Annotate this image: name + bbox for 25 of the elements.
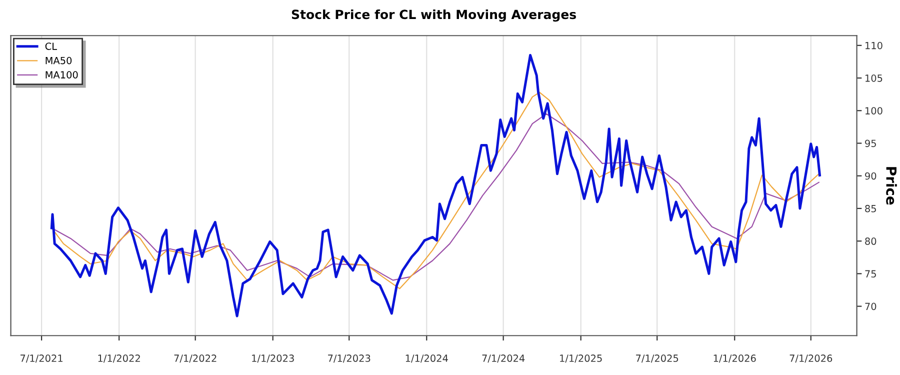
- y-tick-label: 90: [865, 172, 876, 180]
- x-tick-label: 7/1/2022: [174, 354, 216, 363]
- x-tick-label: 7/1/2026: [790, 354, 832, 363]
- chart-title: Stock Price for CL with Moving Averages: [292, 9, 576, 22]
- x-tick-label: 1/1/2024: [406, 354, 448, 363]
- y-tick-label: 85: [865, 204, 876, 212]
- y-tick-label: 100: [866, 107, 882, 114]
- y-axis-title: Price: [886, 167, 897, 205]
- x-tick-label: 1/1/2025: [560, 354, 602, 363]
- legend-label: MA50: [46, 56, 72, 64]
- x-tick-label: 7/1/2025: [636, 354, 678, 363]
- x-tick-label: 1/1/2022: [98, 354, 140, 363]
- y-tick-label: 105: [866, 74, 882, 82]
- legend-label: CL: [45, 42, 57, 50]
- x-tick-label: 7/1/2023: [328, 354, 370, 363]
- y-tick-label: 95: [865, 140, 876, 148]
- x-tick-label: 1/1/2026: [714, 354, 756, 363]
- x-tick-label: 7/1/2021: [20, 354, 62, 363]
- legend-label: MA100: [46, 71, 78, 78]
- y-tick-label: 75: [865, 270, 876, 278]
- x-tick-label: 7/1/2024: [482, 354, 525, 363]
- y-tick-label: 110: [866, 42, 882, 50]
- x-tick-label: 1/1/2023: [252, 354, 294, 363]
- y-tick-label: 80: [865, 238, 876, 245]
- y-tick-label: 70: [865, 302, 876, 310]
